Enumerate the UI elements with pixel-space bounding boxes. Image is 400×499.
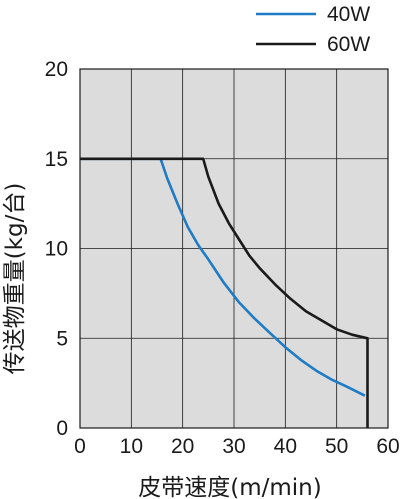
tick-labels: 0 10 20 30 40 50 60 0 5 10 15 20 (45, 58, 400, 458)
x-tick-label: 0 (74, 435, 86, 458)
x-tick-label: 10 (120, 435, 143, 458)
x-axis-label: 皮带速度(m/min) (138, 475, 321, 499)
x-tick-label: 50 (325, 435, 348, 458)
x-tick-label: 60 (376, 435, 399, 458)
y-tick-label: 5 (56, 327, 68, 350)
series-layer (80, 157, 369, 428)
legend-label-60w: 60W (327, 33, 370, 56)
y-tick-label: 0 (56, 417, 68, 440)
plot-frame (79, 68, 389, 429)
x-tick-label: 30 (222, 435, 245, 458)
x-tick-label: 20 (171, 435, 194, 458)
y-tick-label: 15 (45, 148, 68, 171)
series-line-40w (80, 157, 366, 397)
y-axis-label: 传送物重量(kg/台) (2, 183, 28, 375)
y-tick-label: 10 (45, 238, 68, 261)
y-tick-label: 20 (45, 58, 68, 81)
legend-label-40w: 40W (327, 3, 370, 26)
series-line-60w (80, 157, 369, 428)
x-tick-label: 40 (274, 435, 297, 458)
